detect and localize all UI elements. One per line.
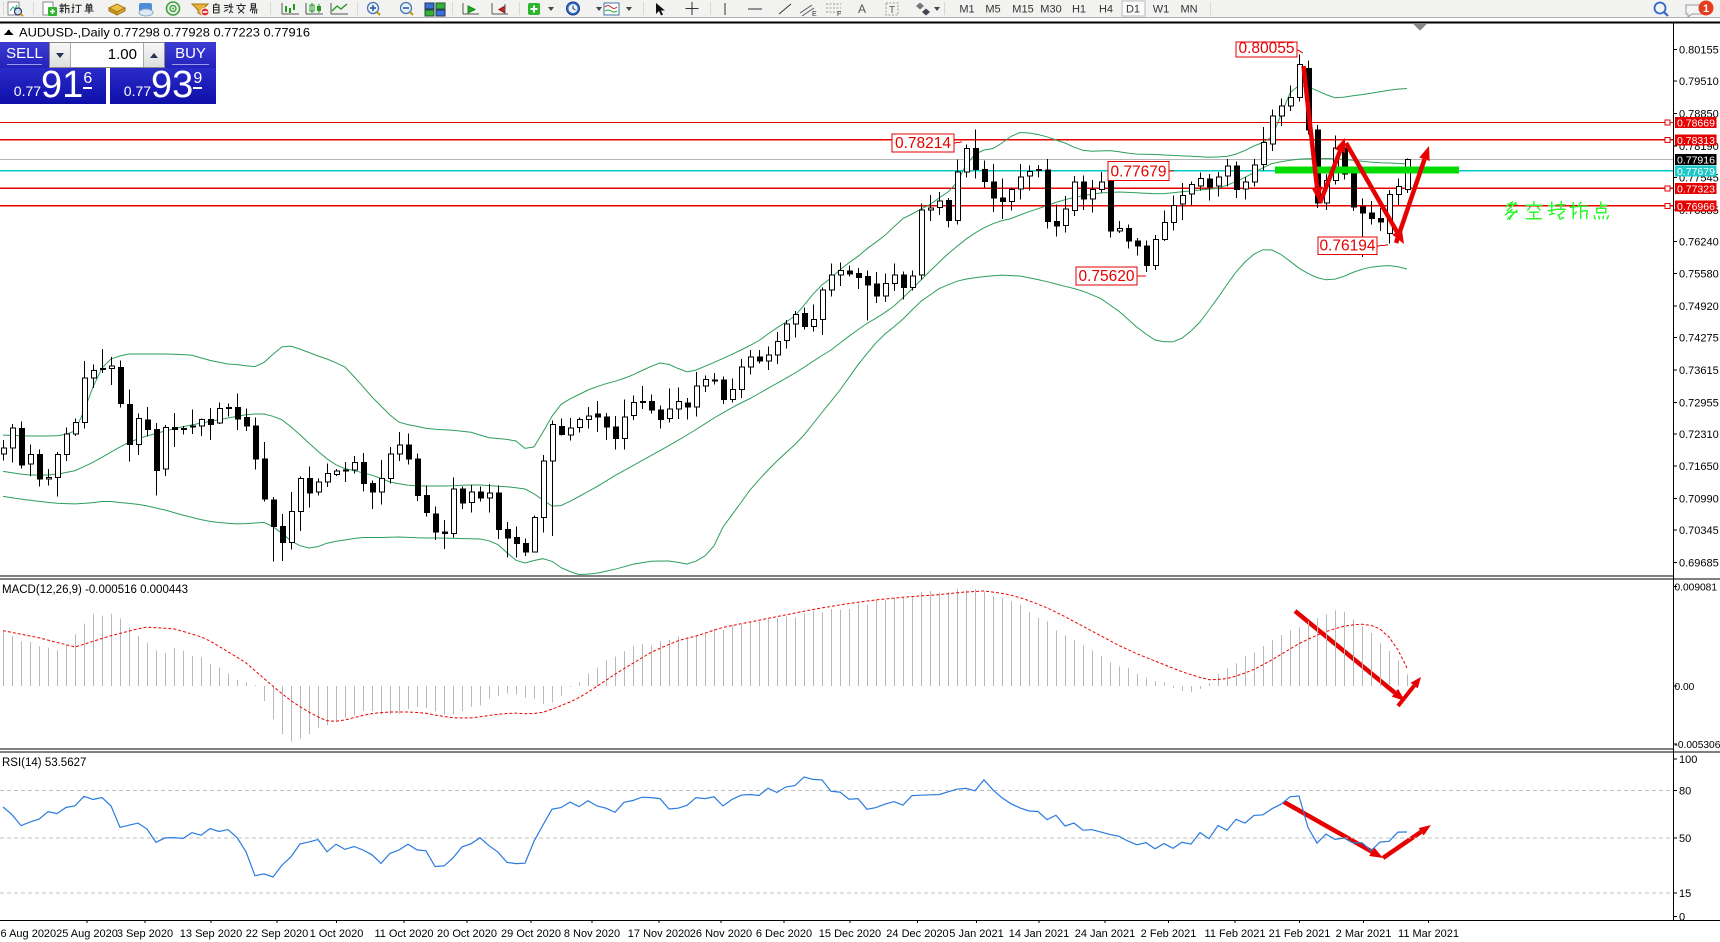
svg-text:M30: M30: [1040, 4, 1061, 16]
svg-text:M15: M15: [1012, 4, 1033, 16]
svg-text:RSI(14) 53.5627: RSI(14) 53.5627: [2, 757, 86, 769]
svg-text:0.76240: 0.76240: [1679, 236, 1719, 248]
svg-text:0.77323: 0.77323: [1677, 183, 1715, 195]
svg-text:F: F: [837, 11, 841, 17]
svg-text:0.78669: 0.78669: [1677, 117, 1715, 129]
svg-text:3 Sep 2020: 3 Sep 2020: [117, 928, 173, 940]
svg-text:0.73615: 0.73615: [1679, 365, 1719, 377]
svg-text:0.00: 0.00: [1675, 682, 1695, 693]
svg-text:0.74275: 0.74275: [1679, 333, 1719, 345]
svg-text:22 Sep 2020: 22 Sep 2020: [246, 928, 308, 940]
svg-text:14 Jan 2021: 14 Jan 2021: [1009, 928, 1070, 940]
svg-text:0.70990: 0.70990: [1679, 494, 1719, 506]
svg-text:0.69685: 0.69685: [1679, 558, 1719, 570]
svg-text:0.77916: 0.77916: [1677, 154, 1715, 166]
svg-text:13 Sep 2020: 13 Sep 2020: [180, 928, 242, 940]
svg-text:8 Nov 2020: 8 Nov 2020: [564, 928, 620, 940]
svg-text:26 Nov 2020: 26 Nov 2020: [690, 928, 752, 940]
svg-text:0.72955: 0.72955: [1679, 397, 1719, 409]
svg-text:MN: MN: [1180, 4, 1197, 16]
svg-text:0.75620: 0.75620: [1078, 268, 1134, 285]
svg-text:21 Feb 2021: 21 Feb 2021: [1269, 928, 1331, 940]
svg-text:0.70345: 0.70345: [1679, 525, 1719, 537]
svg-text:80: 80: [1679, 785, 1691, 797]
svg-text:W1: W1: [1153, 4, 1170, 16]
svg-text:0.71650: 0.71650: [1679, 461, 1719, 473]
svg-text:20 Oct 2020: 20 Oct 2020: [437, 928, 497, 940]
svg-text:0.76194: 0.76194: [1319, 238, 1375, 255]
svg-text:11 Feb 2021: 11 Feb 2021: [1205, 928, 1266, 940]
svg-text:17 Nov 2020: 17 Nov 2020: [628, 928, 690, 940]
svg-text:0: 0: [1679, 912, 1685, 924]
svg-text:0.76966: 0.76966: [1677, 201, 1715, 213]
svg-text:6 Aug 2020: 6 Aug 2020: [1, 928, 57, 940]
svg-text:2 Mar 2021: 2 Mar 2021: [1336, 928, 1392, 940]
svg-text:0.79510: 0.79510: [1679, 76, 1719, 88]
svg-text:25 Aug 2020: 25 Aug 2020: [56, 928, 118, 940]
svg-text:1 Oct 2020: 1 Oct 2020: [310, 928, 364, 940]
svg-text:0.77679: 0.77679: [1677, 166, 1715, 178]
svg-text:0.74920: 0.74920: [1679, 301, 1719, 313]
svg-text:0.77679: 0.77679: [1110, 164, 1166, 181]
svg-text:5 Jan 2021: 5 Jan 2021: [949, 928, 1003, 940]
svg-text:15 Dec 2020: 15 Dec 2020: [819, 928, 881, 940]
svg-text:AUDUSD-,Daily 0.77298 0.77928: AUDUSD-,Daily 0.77298 0.77928 0.77223 0.…: [19, 26, 310, 40]
svg-text:0.80055: 0.80055: [1238, 40, 1294, 57]
svg-text:0.78214: 0.78214: [895, 135, 951, 152]
svg-text:MACD(12,26,9) -0.000516 0.0004: MACD(12,26,9) -0.000516 0.000443: [2, 584, 188, 596]
svg-text:-0.005306: -0.005306: [1675, 740, 1720, 751]
svg-text:11 Oct 2020: 11 Oct 2020: [374, 928, 433, 940]
svg-text:6 Dec 2020: 6 Dec 2020: [756, 928, 812, 940]
svg-text:50: 50: [1679, 833, 1691, 845]
svg-text:29 Oct 2020: 29 Oct 2020: [501, 928, 561, 940]
svg-text:A: A: [858, 2, 866, 16]
svg-text:11 Mar 2021: 11 Mar 2021: [1398, 928, 1459, 940]
svg-text:D1: D1: [1126, 4, 1140, 16]
svg-text:0.78313: 0.78313: [1677, 135, 1715, 147]
svg-text:24 Jan 2021: 24 Jan 2021: [1075, 928, 1136, 940]
svg-text:M1: M1: [959, 4, 974, 16]
svg-text:T: T: [889, 5, 895, 16]
svg-text:E: E: [812, 11, 817, 17]
svg-text:0.72310: 0.72310: [1679, 429, 1719, 441]
svg-text:2 Feb 2021: 2 Feb 2021: [1141, 928, 1197, 940]
svg-text:15: 15: [1679, 888, 1691, 900]
svg-text:100: 100: [1679, 754, 1697, 766]
svg-text:0.009081: 0.009081: [1675, 583, 1718, 594]
svg-text:H4: H4: [1099, 4, 1113, 16]
svg-text:0.75580: 0.75580: [1679, 269, 1719, 281]
svg-text:M5: M5: [985, 4, 1000, 16]
svg-text:H1: H1: [1072, 4, 1086, 16]
svg-text:0.80155: 0.80155: [1679, 45, 1719, 57]
svg-text:24 Dec 2020: 24 Dec 2020: [886, 928, 948, 940]
svg-text:1: 1: [1703, 3, 1709, 15]
